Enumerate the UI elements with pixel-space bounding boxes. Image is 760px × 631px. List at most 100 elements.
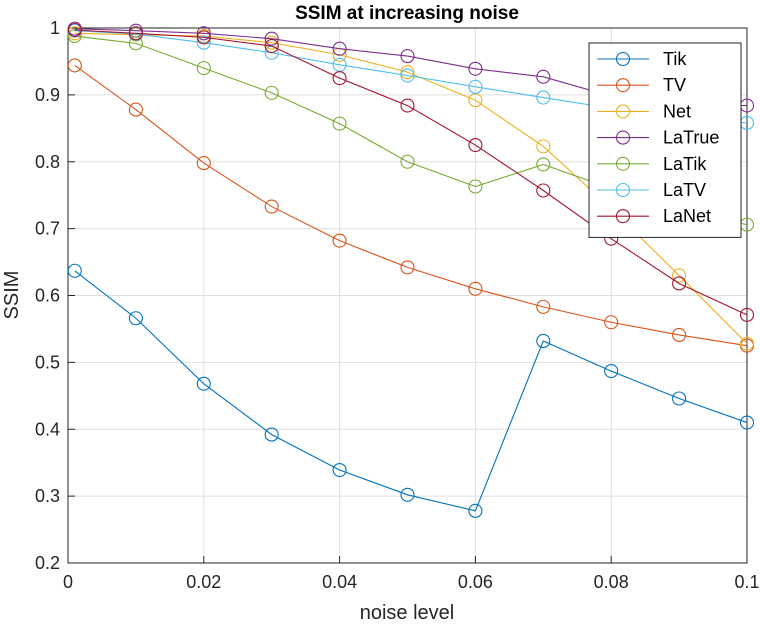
legend: Tik TV Net LaTrue LaTik LaTV LaNet (588, 42, 742, 238)
data-point (196, 156, 211, 171)
legend-marker (615, 156, 631, 171)
y-tick-label: 0.3 (35, 486, 60, 506)
legend-item: LaNet (597, 206, 711, 226)
data-point (67, 58, 82, 73)
data-point (468, 137, 483, 153)
data-point (739, 336, 755, 351)
y-tick-label: 1 (50, 18, 60, 38)
data-point (196, 376, 211, 391)
series-tik (67, 263, 755, 518)
legend-label: Tik (663, 49, 687, 69)
data-point (400, 68, 415, 83)
legend-marker (615, 182, 631, 198)
series-line (74, 65, 748, 347)
data-point (332, 462, 347, 478)
data-point (128, 26, 143, 41)
data-point (264, 31, 279, 46)
data-point (400, 98, 415, 113)
data-point (604, 364, 619, 379)
data-point (536, 90, 551, 105)
data-point (196, 35, 211, 50)
legend-item: Tik (597, 49, 687, 69)
data-point (739, 307, 755, 322)
data-point (672, 268, 687, 283)
legend-marker (615, 51, 631, 67)
data-point (128, 311, 143, 326)
data-point (400, 49, 415, 64)
legend-label: Net (663, 101, 691, 121)
data-point (536, 69, 551, 84)
x-tick-label: 0.08 (594, 572, 629, 592)
data-point (264, 85, 279, 100)
legend-label: LaNet (663, 206, 711, 226)
data-point (196, 30, 211, 45)
data-point (67, 22, 82, 38)
data-point (332, 41, 347, 56)
x-tick-label: 0 (63, 572, 73, 592)
y-tick-label: 0.9 (35, 85, 60, 105)
data-point (264, 39, 279, 54)
x-tick-label: 0.1 (734, 572, 759, 592)
axis-ticks: 0 0.02 0.04 0.06 0.08 0.1 0.2 0.3 0.4 0.5 0.6 0.7 0.… (35, 18, 760, 592)
data-point (468, 61, 483, 76)
data-point (536, 139, 551, 154)
data-point (67, 28, 82, 44)
y-tick-label: 0.4 (35, 419, 60, 439)
data-point (264, 35, 279, 50)
x-tick-label: 0.04 (322, 572, 357, 592)
data-point (536, 333, 551, 349)
series-line (74, 270, 748, 512)
legend-label: LaTV (663, 180, 706, 200)
legend-item: LaTrue (597, 128, 719, 148)
data-point (196, 61, 211, 76)
chart-title: SSIM at increasing noise (295, 3, 519, 24)
data-point (468, 281, 483, 296)
legend-marker (615, 104, 631, 119)
data-point (400, 154, 415, 169)
data-point (128, 36, 143, 51)
data-point (400, 65, 415, 80)
data-point (672, 276, 687, 291)
y-tick-label: 0.5 (35, 352, 60, 372)
data-point (468, 503, 483, 518)
legend-label: TV (663, 75, 686, 95)
data-point (672, 327, 687, 343)
legend-item: Net (597, 101, 691, 121)
data-point (604, 315, 619, 330)
legend-marker (615, 78, 631, 93)
data-point (264, 199, 279, 214)
y-tick-label: 0.2 (35, 553, 60, 573)
legend-label: LaTrue (663, 128, 719, 148)
data-point (536, 299, 551, 314)
legend-label: LaTik (663, 154, 707, 174)
legend-marker (615, 130, 631, 145)
data-point (739, 415, 755, 430)
legend-item: TV (597, 75, 686, 95)
legend-box (588, 42, 742, 238)
data-point (332, 71, 347, 86)
y-axis-label: SSIM (1, 271, 23, 320)
data-point (468, 179, 483, 194)
x-tick-label: 0.06 (458, 572, 493, 592)
data-point (128, 102, 143, 117)
data-point (536, 183, 551, 198)
data-point (468, 79, 483, 94)
data-point (400, 260, 415, 275)
x-axis-label: noise level (360, 602, 455, 624)
data-point (264, 427, 279, 442)
y-tick-label: 0.6 (35, 286, 60, 306)
legend-item: LaTik (597, 154, 707, 174)
y-tick-label: 0.7 (35, 219, 60, 239)
data-point (536, 157, 551, 172)
y-tick-label: 0.8 (35, 152, 60, 172)
x-tick-label: 0.02 (186, 572, 221, 592)
data-point (332, 116, 347, 131)
data-point (672, 391, 687, 406)
data-point (196, 26, 211, 41)
series-tv (67, 58, 755, 353)
data-point (67, 263, 82, 278)
series-line (74, 29, 748, 316)
data-point (400, 487, 415, 502)
legend-item: LaTV (597, 180, 706, 200)
